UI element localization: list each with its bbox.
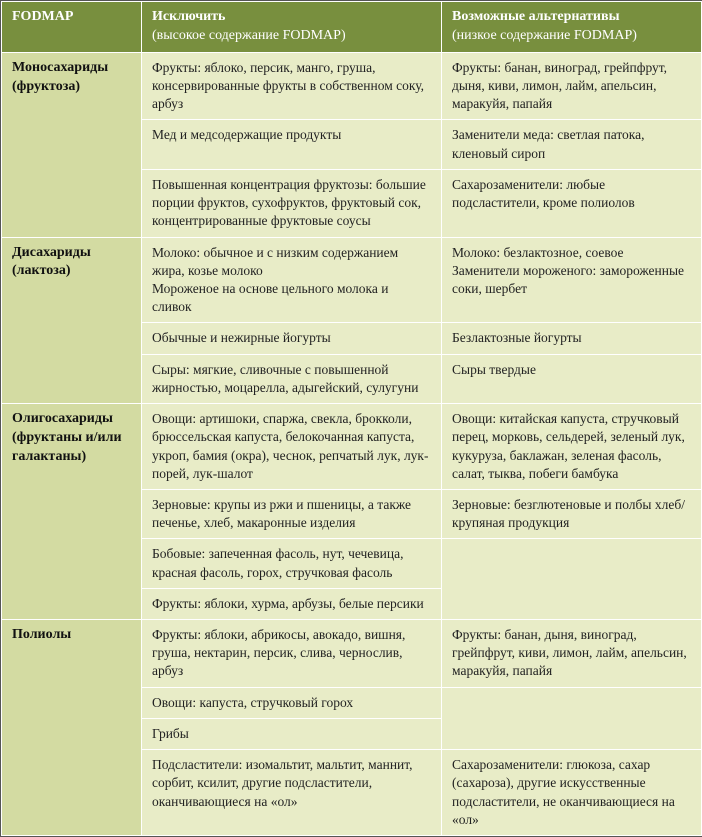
header-category: FODMAP [2, 2, 142, 53]
alt-cell: Сыры твердые [442, 354, 702, 403]
alt-cell [442, 687, 702, 749]
table-row: Моносахариды (фруктоза)Фрукты: яблоко, п… [2, 52, 702, 120]
table-row: ПолиолыФрукты: яблоки, абрикосы, авокадо… [2, 620, 702, 688]
category-cell: Олигосахариды (фруктаны и/или галактаны) [2, 404, 142, 620]
exclude-cell: Зерновые: крупы из ржи и пшеницы, а такж… [142, 489, 442, 538]
alt-cell: Фрукты: банан, виноград, грейпфрут, дыня… [442, 52, 702, 120]
alt-cell: Заменители меда: светлая патока, кленовы… [442, 120, 702, 169]
exclude-cell: Мед и медсодержащие продукты [142, 120, 442, 169]
exclude-cell: Фрукты: яблоки, хурма, арбузы, белые пер… [142, 588, 442, 619]
category-cell: Полиолы [2, 620, 142, 836]
alt-cell: Молоко: безлактозное, соевоеЗаменители м… [442, 237, 702, 323]
exclude-cell: Фрукты: яблоки, абрикосы, авокадо, вишня… [142, 620, 442, 688]
exclude-cell: Овощи: артишоки, спаржа, свекла, броккол… [142, 404, 442, 490]
header-alt: Возможные альтернативы (низкое содержани… [442, 2, 702, 53]
table-body: Моносахариды (фруктоза)Фрукты: яблоко, п… [2, 52, 702, 835]
header-exclude: Исключить (высокое содержание FODMAP) [142, 2, 442, 53]
exclude-cell: Сыры: мягкие, сливочные с повышенной жир… [142, 354, 442, 403]
header-col2-sub: (высокое содержание FODMAP) [152, 28, 346, 43]
alt-cell: Овощи: китайская капуста, стручковый пер… [442, 404, 702, 490]
header-col1-main: FODMAP [12, 9, 73, 24]
exclude-cell: Повышенная концентрация фруктозы: больши… [142, 169, 442, 237]
exclude-cell: Обычные и нежирные йогурты [142, 323, 442, 354]
exclude-cell: Подсластители: изомальтит, мальтит, манн… [142, 750, 442, 836]
header-col3-sub: (низкое содержание FODMAP) [452, 28, 637, 43]
header-row: FODMAP Исключить (высокое содержание FOD… [2, 2, 702, 53]
category-cell: Дисахариды (лактоза) [2, 237, 142, 404]
alt-cell: Сахарозаменители: любые подсластители, к… [442, 169, 702, 237]
exclude-cell: Молоко: обычное и с низким содержанием ж… [142, 237, 442, 323]
alt-cell: Зерновые: безглютеновые и полбы хлеб/кру… [442, 489, 702, 538]
fodmap-table-wrapper: FODMAP Исключить (высокое содержание FOD… [0, 0, 702, 837]
alt-cell [442, 539, 702, 620]
fodmap-table: FODMAP Исключить (высокое содержание FOD… [1, 1, 702, 836]
exclude-cell: Фрукты: яблоко, персик, манго, груша, ко… [142, 52, 442, 120]
exclude-cell: Грибы [142, 718, 442, 749]
alt-cell: Сахарозаменители: глюкоза, сахар (сахаро… [442, 750, 702, 836]
exclude-cell: Овощи: капуста, стручковый горох [142, 687, 442, 718]
alt-cell: Безлактозные йогурты [442, 323, 702, 354]
exclude-cell: Бобовые: запеченная фасоль, нут, чечевиц… [142, 539, 442, 588]
header-col2-main: Исключить [152, 9, 225, 24]
alt-cell: Фрукты: банан, дыня, виноград, грейпфрут… [442, 620, 702, 688]
category-cell: Моносахариды (фруктоза) [2, 52, 142, 237]
header-col3-main: Возможные альтернативы [452, 9, 620, 24]
table-row: Олигосахариды (фруктаны и/или галактаны)… [2, 404, 702, 490]
table-row: Дисахариды (лактоза)Молоко: обычное и с … [2, 237, 702, 323]
